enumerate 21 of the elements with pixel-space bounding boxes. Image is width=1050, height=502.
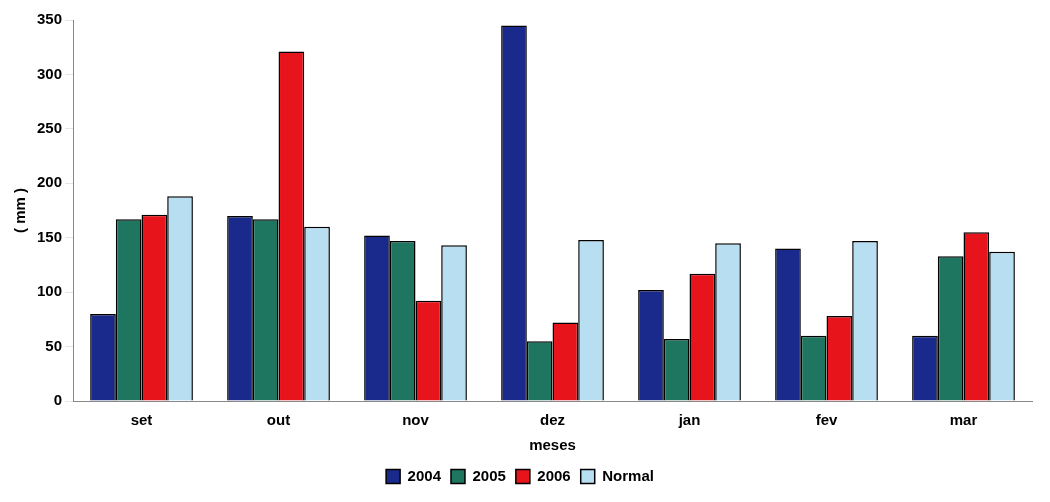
legend-label: 2005 — [472, 466, 506, 484]
x-tick-label: set — [130, 411, 153, 429]
legend-label: Normal — [602, 466, 654, 484]
x-tick-label: dez — [540, 411, 566, 429]
y-tick-label: 300 — [37, 64, 63, 82]
y-tick-label: 50 — [45, 336, 63, 354]
legend-label: 2004 — [407, 466, 442, 484]
x-tick-label: mar — [949, 411, 978, 429]
legend-label: 2006 — [537, 466, 571, 484]
x-tick-label: jan — [677, 411, 701, 429]
x-tick-label: fev — [815, 411, 838, 429]
x-tick-label: out — [266, 411, 291, 429]
y-tick-label: 200 — [37, 173, 63, 191]
y-axis-title: ( mm ) — [11, 188, 29, 233]
y-tick-label: 100 — [37, 282, 63, 300]
y-tick-label: 350 — [37, 10, 63, 28]
y-tick-label: 250 — [37, 119, 63, 136]
x-axis-title: meses — [529, 436, 576, 454]
y-tick-label: 150 — [37, 227, 63, 245]
x-tick-label: nov — [402, 411, 430, 429]
y-tick-label: 0 — [53, 391, 63, 409]
